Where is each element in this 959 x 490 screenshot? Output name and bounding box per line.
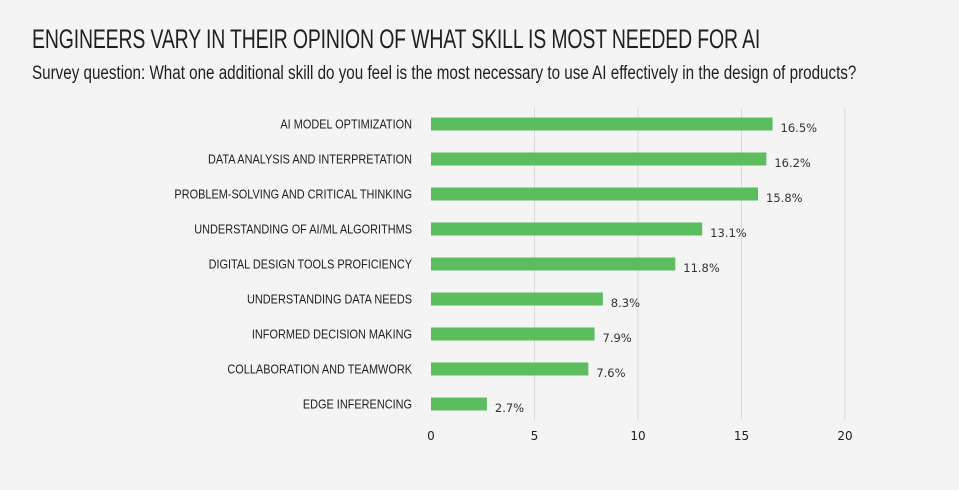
category-label: UNDERSTANDING DATA NEEDS: [247, 292, 412, 307]
category-label: DIGITAL DESIGN TOOLS PROFICIENCY: [209, 257, 412, 272]
category-label: PROBLEM-SOLVING AND CRITICAL THINKING: [174, 187, 412, 202]
x-tick-label: 5: [531, 429, 539, 443]
value-label: 2.7%: [495, 401, 524, 415]
chart-subtitle: Survey question: What one additional ski…: [32, 63, 857, 84]
category-label: AI MODEL OPTIMIZATION: [280, 117, 412, 132]
bars: [431, 117, 773, 411]
x-tick-label: 20: [837, 429, 852, 443]
bar: [431, 117, 773, 131]
bar: [431, 152, 767, 166]
bar: [431, 292, 603, 306]
category-label: EDGE INFERENCING: [303, 397, 412, 412]
bar: [431, 397, 487, 411]
bar: [431, 222, 703, 236]
category-label: COLLABORATION AND TEAMWORK: [227, 362, 412, 377]
value-label: 16.2%: [774, 156, 811, 170]
x-tick-label: 0: [427, 429, 435, 443]
value-label: 15.8%: [766, 191, 803, 205]
category-labels: AI MODEL OPTIMIZATION DATA ANALYSIS AND I…: [174, 117, 412, 412]
bar: [431, 362, 589, 376]
value-label: 13.1%: [710, 226, 747, 240]
bar: [431, 327, 595, 341]
value-label: 16.5%: [781, 121, 818, 135]
bar: [431, 257, 676, 271]
x-axis-tick-labels: 0 5 10 15 20: [427, 429, 852, 443]
chart-title: ENGINEERS VARY IN THEIR OPINION OF WHAT …: [32, 24, 761, 54]
category-label: INFORMED DECISION MAKING: [252, 327, 412, 342]
value-label: 7.9%: [603, 331, 632, 345]
x-tick-label: 15: [734, 429, 749, 443]
category-label: UNDERSTANDING OF AI/ML ALGORITHMS: [194, 222, 412, 237]
value-label: 7.6%: [596, 366, 625, 380]
category-label: DATA ANALYSIS AND INTERPRETATION: [208, 152, 412, 167]
value-label: 8.3%: [611, 296, 640, 310]
x-tick-label: 10: [630, 429, 645, 443]
bar: [431, 187, 759, 201]
value-labels: 16.5% 16.2% 15.8% 13.1% 11.8% 8.3% 7.9% 7.6% 2.7…: [495, 121, 817, 415]
value-label: 11.8%: [683, 261, 720, 275]
